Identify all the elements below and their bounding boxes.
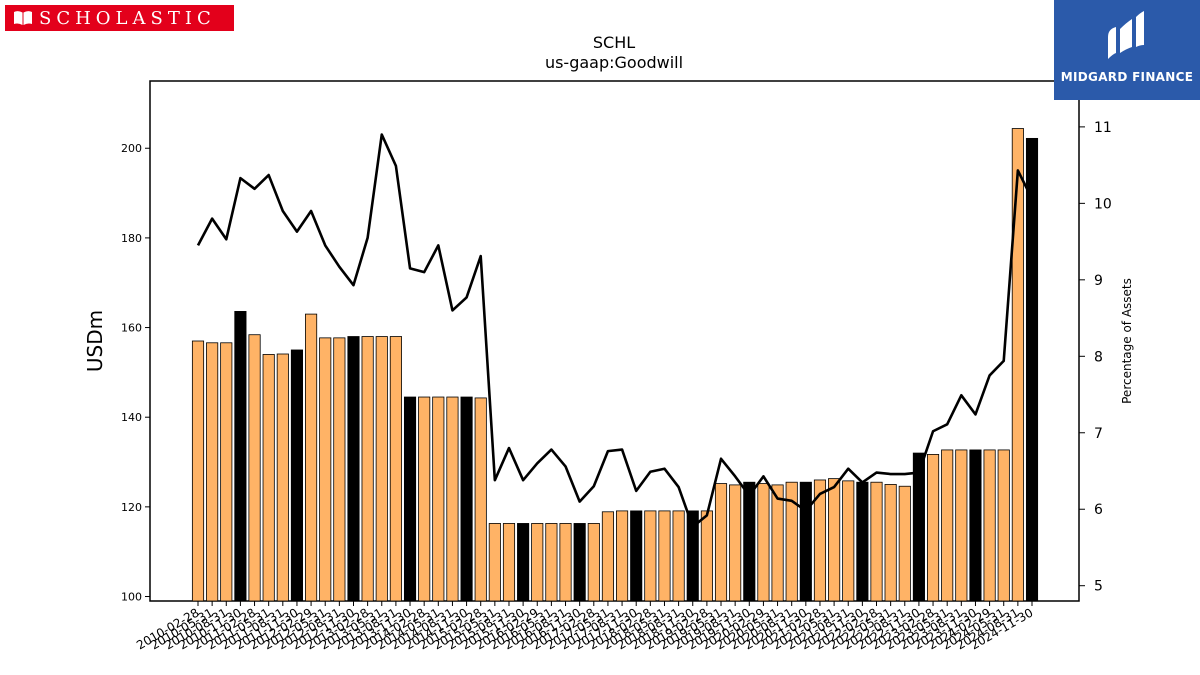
- bar: [1025, 137, 1039, 602]
- chart-title: SCHL: [593, 33, 635, 52]
- scholastic-wordmark: SCHOLASTIC: [39, 7, 216, 29]
- bar: [206, 342, 219, 602]
- y2-axis-label: Percentage of Assets: [1120, 278, 1134, 404]
- bar: [276, 353, 289, 602]
- y-axis-label: USDm: [83, 310, 107, 372]
- bar: [488, 523, 501, 602]
- bar: [842, 480, 855, 602]
- y2-tick-label: 8: [1094, 349, 1103, 365]
- bar: [234, 311, 247, 602]
- bar: [389, 336, 402, 602]
- bar: [856, 481, 869, 602]
- bar: [743, 481, 756, 602]
- midgard-wordmark: MIDGARD FINANCE: [1060, 70, 1194, 84]
- bar: [799, 481, 812, 602]
- midgard-finance-logo: MIDGARD FINANCE: [1054, 0, 1200, 100]
- bar: [884, 484, 897, 602]
- y-tick-label: 200: [121, 142, 142, 155]
- bar: [460, 396, 473, 602]
- left-axis: 100 120 140 160 180 200: [121, 142, 150, 604]
- bar: [587, 523, 600, 602]
- bar: [955, 449, 968, 602]
- bar: [403, 396, 417, 602]
- x-axis: 2010-02-282010-05-312010-08-312010-11-30…: [134, 601, 1036, 652]
- bar: [997, 449, 1010, 602]
- bar: [531, 523, 544, 602]
- bar: [658, 510, 671, 602]
- y-tick-label: 120: [121, 501, 142, 514]
- bar: [927, 454, 940, 602]
- bar: [630, 510, 643, 602]
- y2-tick-label: 11: [1094, 120, 1112, 136]
- bar: [969, 449, 982, 602]
- percentage-line: [196, 133, 1034, 529]
- bar: [545, 523, 558, 602]
- y-tick-label: 140: [121, 411, 142, 424]
- bar: [262, 354, 275, 602]
- bar: [361, 336, 374, 602]
- chart-subtitle: us-gaap:Goodwill: [545, 53, 683, 72]
- bar: [305, 313, 318, 602]
- bar: [248, 334, 261, 602]
- bar: [573, 523, 586, 602]
- plot-frame: [149, 80, 1080, 602]
- bar: [502, 523, 516, 602]
- bar: [912, 452, 925, 602]
- y2-tick-label: 9: [1094, 273, 1103, 289]
- y2-tick-label: 5: [1094, 579, 1103, 595]
- bar: [446, 396, 459, 602]
- y2-tick-label: 7: [1094, 426, 1103, 442]
- line-series: [196, 133, 1034, 529]
- bar: [983, 449, 996, 602]
- y-tick-label: 160: [121, 322, 142, 335]
- bar: [941, 449, 954, 602]
- bar: [517, 523, 530, 602]
- bar: [644, 510, 657, 602]
- y-tick-label: 180: [121, 232, 142, 245]
- bar: [319, 337, 332, 602]
- bar: [616, 510, 629, 602]
- bar: [729, 484, 742, 602]
- bar: [898, 485, 911, 602]
- bar: [828, 478, 841, 602]
- midgard-mark-icon: [1108, 11, 1144, 59]
- bar: [870, 481, 883, 602]
- bar: [290, 349, 304, 602]
- bar: [1011, 128, 1024, 602]
- bar: [418, 396, 431, 602]
- bar: [333, 337, 346, 602]
- bar: [714, 483, 728, 602]
- bar: [432, 396, 445, 602]
- bar: [347, 336, 360, 602]
- bar: [474, 397, 487, 602]
- bar: [375, 336, 388, 602]
- open-book-icon: [14, 11, 32, 25]
- bar: [757, 483, 770, 602]
- right-axis: 5 6 7 8 9 10 11: [1079, 120, 1112, 595]
- bar: [220, 342, 233, 602]
- bar: [672, 510, 685, 602]
- y2-tick-label: 6: [1094, 502, 1103, 518]
- bar: [771, 484, 784, 602]
- y-tick-label: 100: [121, 591, 142, 604]
- bar: [559, 523, 572, 602]
- bar-series: [191, 128, 1039, 602]
- bar: [601, 511, 614, 602]
- scholastic-logo: SCHOLASTIC: [5, 5, 234, 31]
- y2-tick-label: 10: [1094, 196, 1112, 212]
- bar: [700, 510, 713, 602]
- bar: [191, 340, 205, 602]
